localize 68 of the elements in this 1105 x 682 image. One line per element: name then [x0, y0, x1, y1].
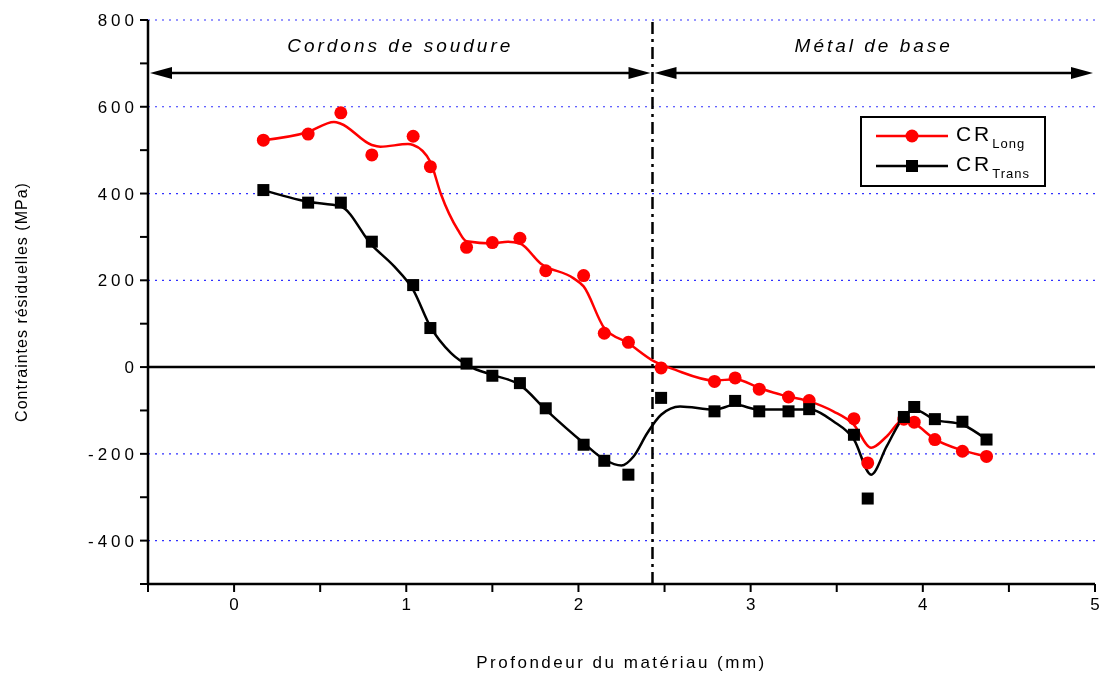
annotation: Cordons de soudure — [287, 34, 514, 56]
y-tick-label: 200 — [97, 271, 138, 291]
y-axis-title: Contraintes résiduelles (MPa) — [12, 182, 30, 422]
point — [406, 129, 420, 143]
x-tick-label: 1 — [401, 595, 412, 615]
point — [539, 264, 553, 278]
point — [928, 413, 941, 426]
point — [513, 231, 527, 245]
y-tick-label: -400 — [87, 531, 138, 551]
point — [654, 361, 668, 375]
y-tick-label: 800 — [97, 11, 138, 31]
point — [513, 377, 526, 390]
point — [302, 196, 315, 209]
point — [365, 148, 379, 162]
annotation: Métal de base — [794, 34, 953, 56]
point — [728, 371, 742, 385]
point — [847, 412, 861, 426]
point — [460, 240, 474, 254]
point — [955, 444, 969, 458]
point — [980, 433, 993, 446]
point — [708, 405, 721, 418]
x-tick-label: 3 — [745, 595, 756, 615]
point — [782, 405, 795, 418]
point — [577, 438, 590, 451]
point — [907, 415, 921, 429]
point — [424, 322, 437, 335]
point — [847, 428, 860, 441]
point — [597, 326, 611, 340]
point — [301, 127, 315, 141]
point — [928, 433, 942, 447]
point — [423, 160, 437, 174]
point — [460, 357, 473, 370]
point — [365, 235, 378, 248]
point — [486, 369, 499, 382]
point — [256, 133, 270, 147]
point — [980, 449, 994, 463]
point — [782, 390, 796, 404]
point — [655, 391, 668, 404]
point — [407, 279, 420, 292]
x-axis-title: Profondeur du matériau (mm) — [476, 653, 767, 672]
y-tick-label: 0 — [124, 358, 138, 378]
legend-label: CR$_{Long}$ — [955, 121, 1026, 151]
point — [485, 236, 499, 250]
point — [707, 374, 721, 388]
point — [598, 454, 611, 467]
y-tick-label: 600 — [97, 97, 138, 117]
x-tick-label: 4 — [918, 595, 928, 615]
point — [622, 468, 635, 481]
point — [334, 196, 347, 209]
y-tick-label: 400 — [97, 184, 138, 204]
legend-label: CR$_{Trans}$ — [955, 151, 1030, 181]
point — [803, 403, 816, 416]
x-tick-label: 5 — [1090, 595, 1100, 615]
point — [861, 492, 874, 505]
x-tick-label: 2 — [573, 595, 584, 615]
point — [621, 335, 635, 349]
point — [861, 456, 875, 470]
y-tick-label: -200 — [87, 444, 138, 464]
point — [753, 405, 766, 418]
point — [908, 400, 921, 413]
point — [334, 106, 348, 120]
point — [956, 415, 969, 428]
point — [729, 394, 742, 407]
x-tick-label: 0 — [229, 595, 239, 615]
point — [257, 184, 270, 197]
point — [752, 382, 766, 396]
point — [577, 269, 591, 283]
point — [539, 402, 552, 415]
